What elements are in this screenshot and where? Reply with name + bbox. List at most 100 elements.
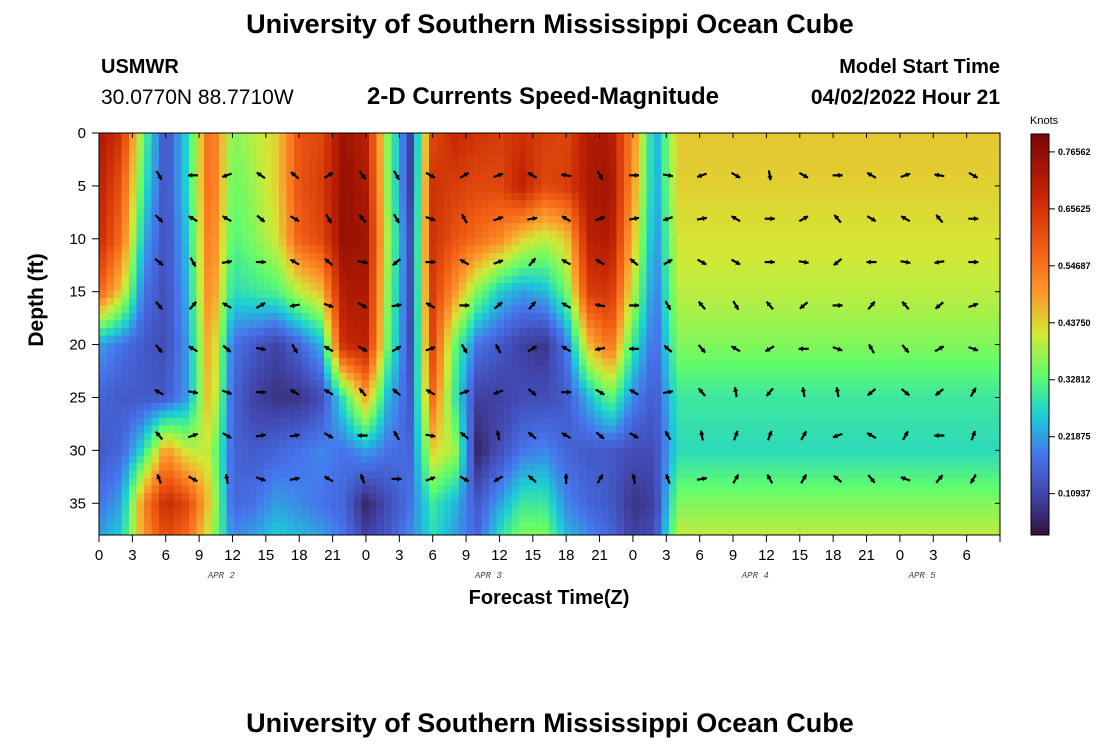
heat-cell xyxy=(901,365,910,374)
heat-cell xyxy=(691,155,700,164)
heat-cell xyxy=(519,155,528,164)
heat-cell xyxy=(376,200,385,209)
heat-cell xyxy=(459,170,468,179)
heat-cell xyxy=(444,335,453,344)
heat-cell xyxy=(849,133,858,142)
heat-cell xyxy=(489,283,498,292)
heat-cell xyxy=(976,395,985,404)
heat-cell xyxy=(916,223,925,232)
heat-cell xyxy=(481,260,490,269)
heat-cell xyxy=(864,350,873,359)
heat-cell xyxy=(354,433,363,442)
heat-cell xyxy=(931,215,940,224)
heat-cell xyxy=(669,373,678,382)
heat-cell xyxy=(286,223,295,232)
heat-cell xyxy=(316,193,325,202)
heat-cell xyxy=(309,358,318,367)
heat-cell xyxy=(669,425,678,434)
heat-cell xyxy=(774,223,783,232)
heat-cell xyxy=(384,388,393,397)
heat-cell xyxy=(669,358,678,367)
heat-cell xyxy=(789,388,798,397)
heat-cell xyxy=(99,343,108,352)
heat-cell xyxy=(489,268,498,277)
heat-cell xyxy=(226,223,235,232)
heat-cell xyxy=(639,425,648,434)
heat-cell xyxy=(331,208,340,217)
heat-cell xyxy=(489,305,498,314)
heat-cell xyxy=(759,298,768,307)
heat-cell xyxy=(159,170,168,179)
heat-cell xyxy=(706,395,715,404)
heat-cell xyxy=(804,283,813,292)
heat-cell xyxy=(684,403,693,412)
heat-cell xyxy=(421,305,430,314)
heat-cell xyxy=(361,140,370,149)
heat-cell xyxy=(796,395,805,404)
heat-cell xyxy=(384,433,393,442)
heat-cell xyxy=(339,215,348,224)
heat-cell xyxy=(631,320,640,329)
heat-cell xyxy=(421,283,430,292)
heat-cell xyxy=(939,418,948,427)
heat-cell xyxy=(391,230,400,239)
heat-cell xyxy=(121,230,130,239)
heat-cell xyxy=(609,290,618,299)
heat-cell xyxy=(766,140,775,149)
heat-cell xyxy=(511,365,520,374)
heat-cell xyxy=(819,148,828,157)
heat-cell xyxy=(924,433,933,442)
heat-cell xyxy=(909,365,918,374)
heat-cell xyxy=(354,388,363,397)
heat-cell xyxy=(421,388,430,397)
heat-cell xyxy=(976,290,985,299)
heat-cell xyxy=(946,335,955,344)
heat-cell xyxy=(466,208,475,217)
heat-cell xyxy=(504,230,513,239)
heat-cell xyxy=(309,208,318,217)
heat-cell xyxy=(781,148,790,157)
heat-cell xyxy=(691,163,700,172)
heat-cell xyxy=(99,365,108,374)
heat-cell xyxy=(721,380,730,389)
heat-cell xyxy=(279,223,288,232)
heat-cell xyxy=(189,290,198,299)
heat-cell xyxy=(99,193,108,202)
heat-cell xyxy=(189,320,198,329)
heat-cell xyxy=(796,410,805,419)
heat-cell xyxy=(436,313,445,322)
heat-cell xyxy=(991,148,1000,157)
heat-cell xyxy=(226,185,235,194)
heat-cell xyxy=(849,343,858,352)
heat-cell xyxy=(151,305,160,314)
heat-cell xyxy=(459,298,468,307)
heat-cell xyxy=(504,200,513,209)
heat-cell xyxy=(294,418,303,427)
heat-cell xyxy=(721,298,730,307)
heat-cell xyxy=(894,275,903,284)
heat-cell xyxy=(706,133,715,142)
heat-cell xyxy=(961,178,970,187)
heat-cell xyxy=(391,433,400,442)
heat-cell xyxy=(226,425,235,434)
heat-cell xyxy=(639,298,648,307)
heat-cell xyxy=(984,245,993,254)
heat-cell xyxy=(886,290,895,299)
heat-cell xyxy=(624,230,633,239)
heat-cell xyxy=(886,140,895,149)
heat-cell xyxy=(361,193,370,202)
heat-cell xyxy=(729,380,738,389)
heat-cell xyxy=(804,223,813,232)
heat-cell xyxy=(481,200,490,209)
heat-cell xyxy=(459,208,468,217)
heat-cell xyxy=(489,275,498,284)
heat-cell xyxy=(714,298,723,307)
heat-cell xyxy=(826,200,835,209)
heat-cell xyxy=(811,395,820,404)
heat-cell xyxy=(676,290,685,299)
heat-cell xyxy=(106,230,115,239)
heat-cell xyxy=(264,328,273,337)
heat-cell xyxy=(586,403,595,412)
heat-cell xyxy=(699,193,708,202)
heat-cell xyxy=(796,298,805,307)
